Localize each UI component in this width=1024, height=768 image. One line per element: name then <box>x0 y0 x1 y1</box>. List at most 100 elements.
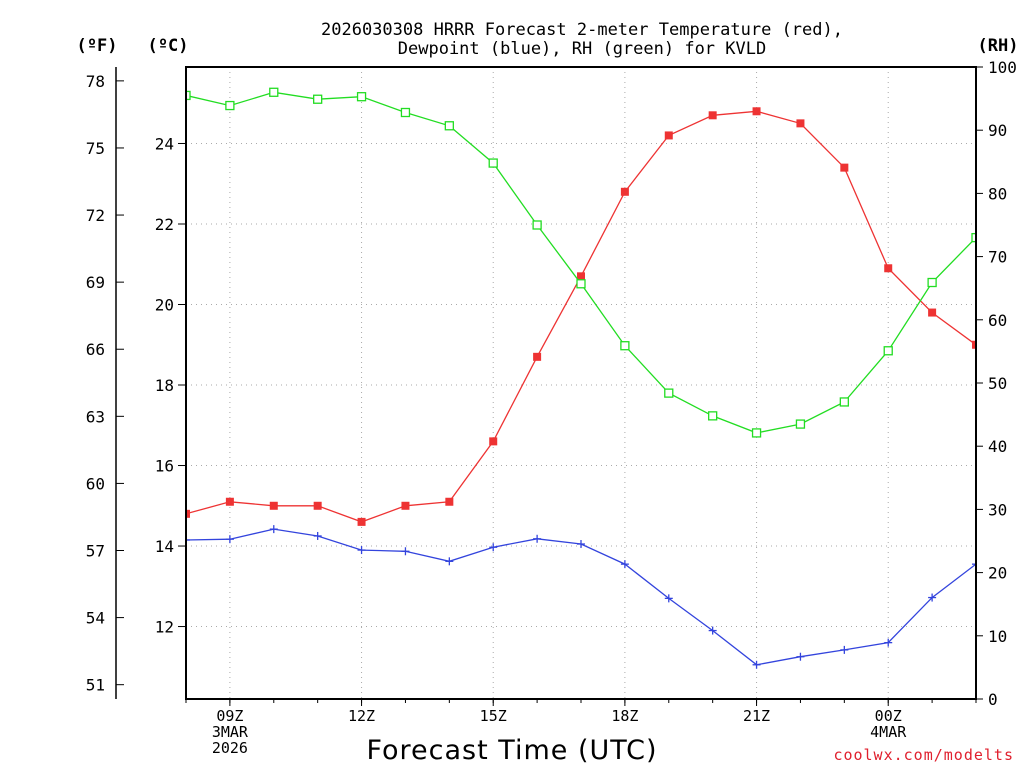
fahrenheit-tick-label: 51 <box>86 676 105 695</box>
dewpoint-point <box>186 535 190 544</box>
fahrenheit-axis: 51 54 57 60 63 66 69 72 75 78 <box>86 67 124 699</box>
dewpoint-point <box>489 543 498 552</box>
fahrenheit-tick-label: 57 <box>86 542 105 561</box>
fahrenheit-tick-label: 78 <box>86 72 105 91</box>
temperature-point <box>577 272 585 281</box>
temperature-point <box>620 187 629 196</box>
temperature-point <box>796 119 805 128</box>
grid-lines <box>186 67 976 699</box>
dewpoint-point <box>577 540 585 549</box>
time-tick-label: 21Z <box>743 707 770 725</box>
time-tick-label: 00Z <box>875 707 902 725</box>
fahrenheit-tick-label: 66 <box>86 340 105 359</box>
temperature-point <box>840 163 849 172</box>
fahrenheit-tick-label: 54 <box>86 609 105 628</box>
rh-point <box>795 419 806 429</box>
celsius-tick-label: 20 <box>155 296 174 315</box>
dewpoint-point <box>533 534 542 543</box>
dewpoint-point <box>972 560 976 569</box>
rh-point <box>225 100 235 111</box>
rh-point <box>664 388 674 398</box>
time-tick-label: 3MAR <box>212 723 249 741</box>
temperature-point <box>357 517 366 526</box>
credit-text: coolwx.com/modelts <box>833 746 1014 764</box>
rh-tick-label: 40 <box>988 437 1007 456</box>
dewpoint-point <box>708 626 717 635</box>
time-tick-label: 12Z <box>348 707 375 725</box>
temperature-point <box>664 131 673 140</box>
rh-tick-label: 30 <box>988 500 1007 519</box>
temperature-point <box>269 501 278 510</box>
temperature-point <box>186 509 190 518</box>
fahrenheit-tick-label: 69 <box>86 273 105 292</box>
rh-point <box>532 220 542 230</box>
dewpoint-point <box>796 652 805 661</box>
dewpoint-point <box>357 546 366 555</box>
temperature-point <box>489 437 498 446</box>
rh-tick-label: 10 <box>988 627 1007 646</box>
time-tick-label: 4MAR <box>870 723 907 741</box>
rh-tick-label: 80 <box>988 184 1007 203</box>
temperature-point <box>225 497 234 506</box>
dewpoint-point <box>840 645 849 654</box>
plot-frame <box>185 66 977 700</box>
temperature-point <box>445 497 454 506</box>
rh-unit-label: (RH) <box>978 36 1019 56</box>
rh-tick-label: 20 <box>988 564 1007 583</box>
rh-tick-label: 90 <box>988 121 1007 140</box>
chart-title-line1: 2026030308 HRRR Forecast 2-meter Tempera… <box>321 20 843 40</box>
fahrenheit-tick-label: 60 <box>86 474 105 493</box>
temperature-point <box>533 352 542 361</box>
rh-tick-label: 0 <box>988 690 998 709</box>
time-tick-label: 18Z <box>611 707 638 725</box>
dewpoint-point <box>884 638 893 647</box>
dewpoint-point <box>664 594 673 603</box>
fahrenheit-unit-label: (ºF) <box>77 36 118 56</box>
rh-point <box>971 232 976 243</box>
rh-tick-label: 60 <box>988 311 1007 330</box>
series-lines <box>186 87 976 669</box>
time-tick-label: 2026 <box>212 739 248 757</box>
celsius-tick-label: 24 <box>155 134 174 153</box>
rh-point <box>400 107 411 118</box>
time-tick-label: 09Z <box>216 707 243 725</box>
celsius-axis: 12 14 16 18 20 22 24 <box>155 134 186 637</box>
rh-point <box>839 397 849 407</box>
rh-series <box>186 87 976 438</box>
temperature-point <box>313 501 322 510</box>
dewpoint-point <box>928 593 937 602</box>
temperature-series <box>186 107 976 526</box>
temperature-point <box>884 264 893 273</box>
celsius-tick-label: 18 <box>155 376 174 395</box>
temperature-line <box>186 110 976 523</box>
chart-title-line2: Dewpoint (blue), RH (green) for KVLD <box>398 39 766 59</box>
fahrenheit-tick-label: 75 <box>86 139 105 158</box>
rh-point <box>269 87 279 97</box>
rh-point <box>927 277 937 288</box>
x-axis-title: Forecast Time (UTC) <box>366 735 657 766</box>
fahrenheit-tick-label: 72 <box>86 206 105 225</box>
time-tick-label: 15Z <box>480 707 507 725</box>
rh-point <box>313 94 323 104</box>
rh-point <box>186 90 191 101</box>
dewpoint-point <box>269 525 278 534</box>
temperature-point <box>752 107 761 116</box>
rh-tick-label: 100 <box>988 58 1017 77</box>
celsius-tick-label: 12 <box>155 618 174 637</box>
temperature-point <box>928 308 937 317</box>
celsius-tick-label: 16 <box>155 457 174 476</box>
dewpoint-point <box>752 660 761 669</box>
rh-point <box>488 158 498 168</box>
rh-point <box>576 279 586 289</box>
dewpoint-point <box>401 547 410 556</box>
rh-point <box>883 346 893 356</box>
dewpoint-point <box>313 531 322 540</box>
dewpoint-line <box>186 528 976 666</box>
temperature-point <box>972 340 976 349</box>
rh-point <box>620 341 630 351</box>
dewpoint-point <box>445 557 454 566</box>
rh-point <box>751 428 762 438</box>
rh-axis: 0 10 20 30 40 50 60 70 80 90 100 <box>976 58 1017 709</box>
